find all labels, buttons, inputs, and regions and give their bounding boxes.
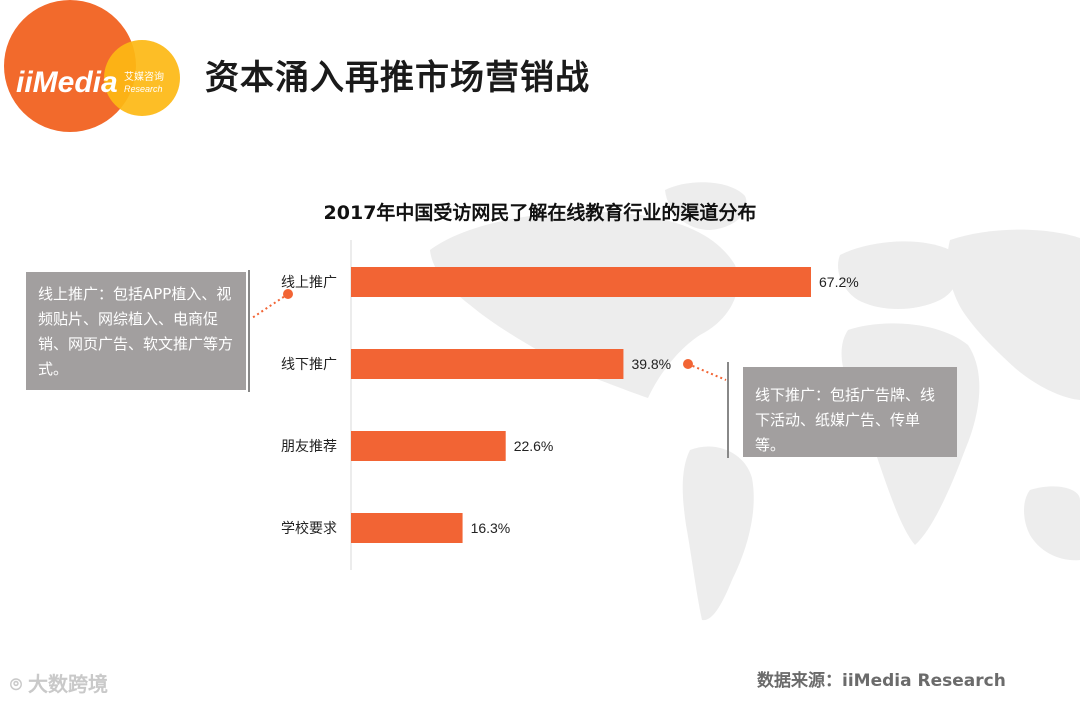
bar-1: [351, 349, 624, 379]
callout-offline: 线下推广：包括广告牌、线下活动、纸媒广告、传单等。: [743, 367, 957, 457]
page-title: 资本涌入再推市场营销战: [205, 58, 590, 98]
map-asia: [947, 229, 1080, 400]
bar-0: [351, 267, 811, 297]
chart-title: 2017年中国受访网民了解在线教育行业的渠道分布: [323, 202, 757, 224]
callout-connector-online: [251, 293, 289, 319]
data-label-0: 67.2%: [819, 274, 859, 290]
data-label-3: 16.3%: [471, 520, 511, 536]
category-label-1: 线下推广: [281, 357, 337, 373]
map-greenland: [665, 182, 747, 230]
svg-text:iiMedia: iiMedia: [16, 66, 118, 99]
svg-text:Research: Research: [124, 84, 163, 94]
svg-text:艾媒咨询: 艾媒咨询: [124, 70, 164, 83]
category-label-2: 朋友推荐: [281, 439, 337, 455]
bar-3: [351, 513, 463, 543]
category-label-3: 学校要求: [281, 520, 337, 537]
callout-connector-offline: [687, 363, 727, 381]
watermark-icon: ⌾: [10, 672, 22, 696]
data-source: 数据来源：iiMedia Research: [757, 671, 1006, 691]
data-label-1: 39.8%: [631, 356, 671, 372]
watermark-text: 大数跨境: [28, 672, 108, 696]
iimedia-logo: iiMedia 艾媒咨询 Research: [4, 0, 180, 132]
map-europe: [838, 241, 959, 309]
category-label-0: 线上推广: [281, 275, 337, 291]
data-label-2: 22.6%: [514, 438, 554, 454]
callout-online: 线上推广：包括APP植入、视频贴片、网综植入、电商促销、网页广告、软文推广等方式…: [26, 272, 246, 390]
bar-2: [351, 431, 506, 461]
map-australia: [1024, 486, 1080, 561]
watermark: ⌾ 大数跨境: [10, 668, 108, 697]
map-north-america: [430, 211, 739, 398]
map-south-america: [682, 446, 754, 621]
